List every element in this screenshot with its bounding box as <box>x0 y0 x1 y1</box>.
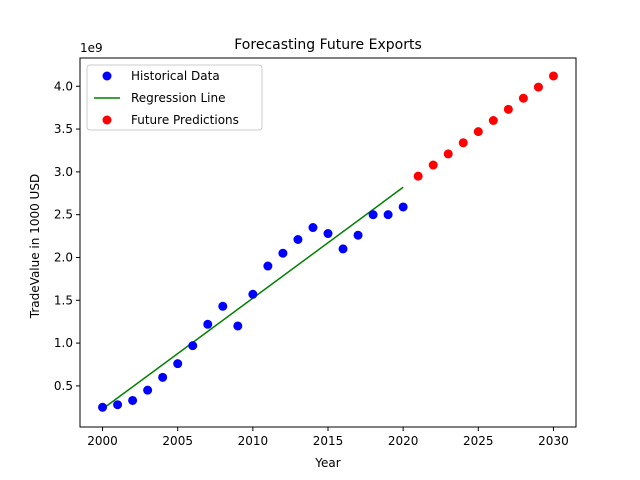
future-prediction-point <box>428 160 438 170</box>
future-prediction-point <box>533 82 543 92</box>
future-prediction-point <box>443 149 453 159</box>
historical-data-point <box>353 230 363 240</box>
y-tick-label: 2.5 <box>54 208 73 222</box>
historical-data-point <box>278 248 288 258</box>
x-tick-label: 2005 <box>162 434 193 448</box>
historical-data-point <box>293 235 303 245</box>
x-tick-label: 2015 <box>313 434 344 448</box>
y-tick-label: 3.5 <box>54 122 73 136</box>
legend-swatch-marker <box>102 71 112 81</box>
future-prediction-point <box>488 115 498 125</box>
future-prediction-point <box>518 93 528 103</box>
y-tick-label: 4.0 <box>54 79 73 93</box>
legend: Historical Data Regression Line Future Pre… <box>86 64 263 131</box>
historical-data-point <box>398 202 408 212</box>
future-prediction-point <box>503 104 513 114</box>
plot-area: 2000 2005 2010 2015 2020 2025 2030 0.5 1.0 1.5 2.0… <box>54 57 577 448</box>
historical-data-point <box>323 229 333 239</box>
x-axis-label: Year <box>314 456 340 470</box>
historical-data-point <box>203 319 213 329</box>
x-tick-label: 2025 <box>463 434 494 448</box>
historical-data-point <box>368 210 378 220</box>
historical-data-point <box>308 223 318 233</box>
y-tick-label: 1.0 <box>54 336 73 350</box>
legend-label: Historical Data <box>131 69 220 83</box>
x-tick-label: 2000 <box>87 434 118 448</box>
y-axis-label: TradeValue in 1000 USD <box>28 174 42 319</box>
y-tick-label: 3.0 <box>54 165 73 179</box>
historical-data-point <box>173 359 183 369</box>
historical-data-point <box>248 289 258 299</box>
historical-data-point <box>98 402 108 412</box>
legend-swatch-marker <box>102 115 112 125</box>
future-prediction-point <box>458 138 468 148</box>
y-tick-label: 0.5 <box>54 379 73 393</box>
historical-data-point <box>143 385 153 395</box>
y-tick-label: 1.5 <box>54 293 73 307</box>
y-tick-label: 2.0 <box>54 250 73 264</box>
x-tick-label: 2010 <box>238 434 269 448</box>
historical-data-point <box>128 395 138 405</box>
historical-data-point <box>158 372 168 382</box>
legend-box <box>86 64 263 131</box>
future-prediction-point <box>413 171 423 181</box>
legend-label: Future Predictions <box>131 113 239 127</box>
y-offset-label: 1e9 <box>80 41 103 55</box>
historical-data-point <box>383 210 393 220</box>
historical-data-point <box>263 261 273 271</box>
historical-data-point <box>188 341 198 351</box>
legend-label: Regression Line <box>131 91 225 105</box>
historical-data-point <box>233 321 243 331</box>
future-prediction-point <box>548 71 558 81</box>
chart-title: Forecasting Future Exports <box>234 37 422 53</box>
historical-data-point <box>113 400 123 410</box>
historical-data-point <box>218 301 228 311</box>
future-prediction-point <box>473 127 483 137</box>
x-tick-label: 2020 <box>388 434 419 448</box>
historical-data-point <box>338 244 348 254</box>
x-tick-label: 2030 <box>538 434 569 448</box>
